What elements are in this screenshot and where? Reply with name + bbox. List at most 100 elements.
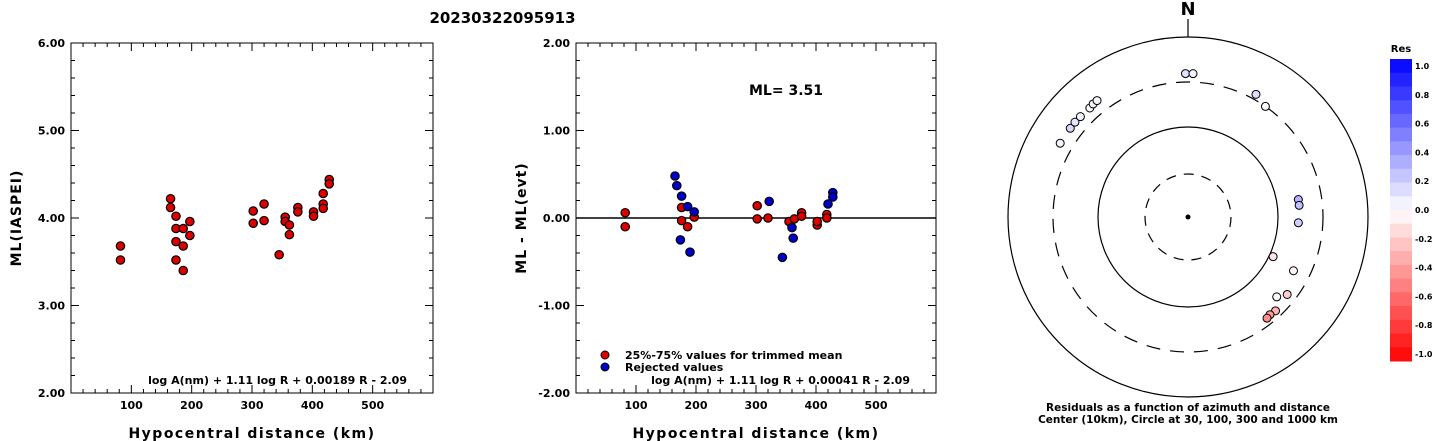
- trimmed-point: [763, 213, 773, 223]
- x-tick-label: 200: [685, 399, 708, 412]
- colorbar-segment: [1390, 72, 1412, 87]
- x-tick-label: 400: [301, 399, 324, 412]
- residual-point: [1180, 69, 1190, 79]
- data-point: [185, 230, 195, 241]
- rejected-point: [787, 222, 797, 233]
- data-point: [185, 216, 195, 227]
- residual-point: [1268, 252, 1278, 262]
- residual-point: [1188, 69, 1198, 79]
- rejected-point: [788, 233, 798, 243]
- colorbar-segment: [1390, 141, 1412, 156]
- trimmed-point: [752, 214, 762, 224]
- trimmed-point: [796, 211, 807, 222]
- residual-point: [1282, 289, 1292, 299]
- data-point: [248, 218, 259, 229]
- polar-caption-2: Center (10km), Circle at 30, 100, 300 an…: [1038, 414, 1338, 426]
- x-tick-label: 300: [241, 399, 264, 412]
- formula-label: log A(nm) + 1.11 log R + 0.00189 R - 2.0…: [148, 374, 407, 387]
- residual-point: [1070, 117, 1080, 127]
- data-point: [318, 203, 328, 214]
- data-point: [165, 202, 176, 213]
- rejected-point: [689, 207, 699, 217]
- x-tick-label: 500: [361, 399, 384, 412]
- x-axis-label: Hypocentral distance (km): [128, 426, 375, 441]
- colorbar-tick-label: 0.8: [1415, 91, 1430, 100]
- colorbar-tick-label: 0.2: [1415, 177, 1429, 186]
- residual-point: [1251, 89, 1261, 99]
- y-tick-label: 2.00: [38, 387, 65, 400]
- colorbar-segment: [1390, 100, 1412, 115]
- colorbar-tick-label: 0.4: [1415, 148, 1430, 157]
- residual-point: [1272, 292, 1282, 302]
- colorbar-segment: [1390, 155, 1412, 170]
- y-axis-label: ML - ML(evt): [514, 162, 530, 273]
- residual-point: [1065, 123, 1075, 133]
- rejected-point: [675, 235, 686, 245]
- plot-frame-1: [70, 42, 434, 394]
- circle-30km: [1144, 173, 1232, 261]
- polar-caption-1: Residuals as a function of azimuth and d…: [1046, 402, 1330, 414]
- data-point: [318, 188, 328, 199]
- trimmed-point: [620, 207, 630, 218]
- center-marker: [1185, 214, 1191, 220]
- colorbar-tick-label: 0.0: [1415, 206, 1430, 215]
- data-point: [178, 223, 189, 234]
- data-point: [115, 255, 126, 265]
- residual-point: [1260, 101, 1270, 111]
- y-tick-label: 2.00: [543, 37, 570, 50]
- formula-label: log A(nm) + 1.11 log R + 0.00041 R - 2.0…: [651, 374, 910, 387]
- x-tick-label: 100: [625, 399, 648, 412]
- y-tick-label: 3.00: [38, 300, 65, 313]
- legend-marker: [600, 350, 610, 360]
- colorbar-segment: [1390, 113, 1412, 129]
- colorbar-tick-label: -1.0: [1415, 350, 1433, 359]
- colorbar-segment: [1390, 223, 1412, 238]
- rejected-point: [676, 191, 687, 201]
- colorbar-segment: [1390, 127, 1412, 142]
- x-tick-label: 300: [745, 399, 768, 412]
- residual-point: [1075, 112, 1085, 122]
- rejected-point: [764, 196, 774, 207]
- x-axis-label: Hypocentral distance (km): [632, 426, 879, 441]
- trimmed-point: [620, 221, 630, 232]
- circle-100km: [1097, 126, 1279, 308]
- legend-label: 25%-75% values for trimmed mean: [625, 349, 842, 362]
- x-tick-label: 500: [865, 399, 888, 412]
- x-tick-label: 400: [805, 399, 828, 412]
- colorbar-tick-label: -0.8: [1415, 321, 1433, 330]
- colorbar-segment: [1390, 196, 1412, 211]
- colorbar-tick-label: 1.0: [1415, 62, 1430, 71]
- data-point: [284, 229, 295, 240]
- data-point: [259, 199, 269, 209]
- data-point: [171, 211, 181, 222]
- data-point: [165, 193, 176, 204]
- x-tick-label: 100: [120, 399, 143, 412]
- colorbar-segment: [1390, 264, 1412, 280]
- colorbar-segment: [1390, 347, 1412, 362]
- colorbar-segment: [1390, 168, 1412, 184]
- data-point: [171, 236, 181, 247]
- residual-point: [1293, 218, 1303, 228]
- y-tick-label: 1.00: [543, 125, 570, 138]
- x-tick-label: 200: [180, 399, 203, 412]
- y-tick-label: 0.00: [543, 212, 570, 225]
- y-tick-label: 4.00: [38, 212, 65, 225]
- legend-label: Rejected values: [625, 361, 724, 374]
- data-point: [178, 241, 189, 251]
- y-tick-label: -2.00: [538, 387, 570, 400]
- colorbar-tick-label: -0.2: [1415, 235, 1433, 244]
- event-title: 20230322095913: [429, 9, 576, 27]
- colorbar-segment: [1390, 210, 1412, 225]
- colorbar-segment: [1390, 278, 1412, 293]
- colorbar-title: Res: [1391, 44, 1411, 55]
- y-tick-label: 5.00: [38, 125, 65, 138]
- rejected-point: [671, 180, 682, 191]
- residual-point: [1092, 96, 1102, 106]
- data-point: [248, 206, 259, 216]
- ml-annotation: ML= 3.51: [749, 83, 823, 99]
- rejected-point: [682, 201, 693, 212]
- colorbar-segment: [1390, 59, 1412, 74]
- colorbar-tick-label: -0.4: [1415, 264, 1433, 273]
- residual-point: [1262, 313, 1272, 323]
